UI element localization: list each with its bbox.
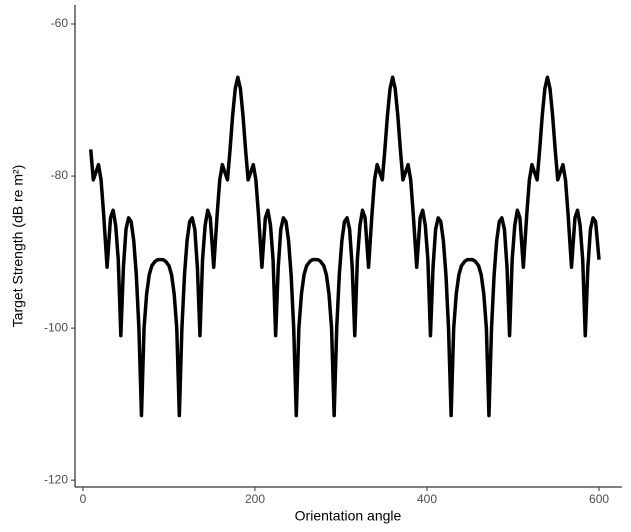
x-tick-label: 400 (417, 492, 437, 506)
y-tick-label: -100 (44, 320, 68, 334)
series-line (88, 75, 601, 418)
x-tick-label: 0 (80, 492, 87, 506)
y-tick-label: -120 (44, 472, 68, 486)
x-axis-title: Orientation angle (295, 508, 402, 524)
y-tick-label: -60 (51, 16, 69, 30)
y-tick-label: -80 (51, 168, 69, 182)
y-axis-title: Target Strength (dB re m²) (10, 165, 26, 328)
x-tick-label: 600 (589, 492, 609, 506)
x-tick-label: 200 (245, 492, 265, 506)
